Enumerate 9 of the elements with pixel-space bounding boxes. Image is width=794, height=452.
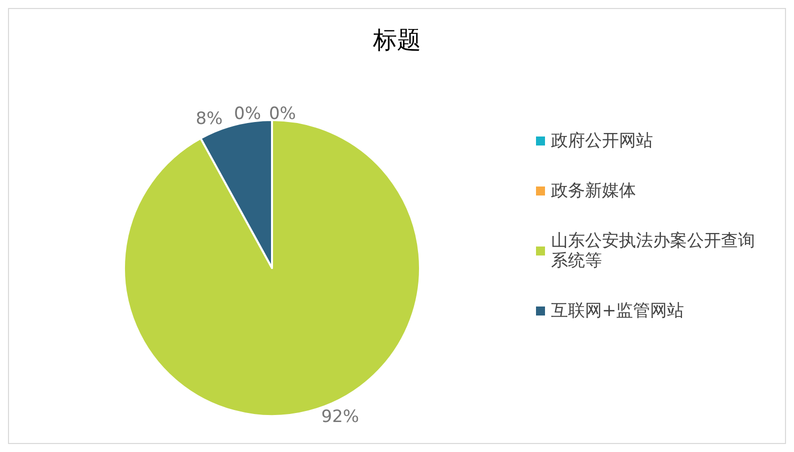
legend-label: 互联网+监管网站 — [551, 301, 684, 321]
legend-label: 山东公安执法办案公开查询系统等 — [551, 231, 755, 271]
data-label: 8% — [196, 108, 223, 129]
data-label: 92% — [321, 407, 360, 428]
text: 0% — [234, 104, 261, 124]
chart-title: 标题 — [372, 26, 421, 54]
legend-label: 政府公开网站 — [551, 131, 653, 151]
text: 0% — [268, 104, 296, 124]
legend-label: 政务新媒体 — [551, 181, 636, 201]
